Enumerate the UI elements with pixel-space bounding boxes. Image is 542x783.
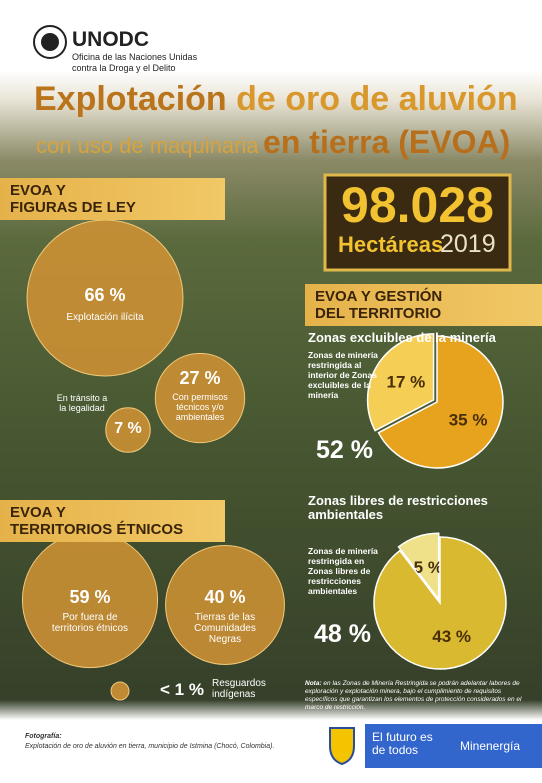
- bubble-text: Tierras de las Comunidades Negras: [194, 612, 256, 645]
- bubble-label: 66 %: [84, 285, 126, 305]
- pie-slice: [366, 333, 435, 432]
- heading: EVOA Y: [10, 504, 66, 521]
- bubble: [165, 545, 285, 665]
- pie-total: 52 %: [316, 436, 373, 464]
- pie-title: Zonas libres de restricciones ambientale…: [308, 493, 488, 522]
- heading: FIGURAS DE LEY: [10, 199, 136, 216]
- footnote-text: en las Zonas de Minería Restringida se p…: [305, 680, 522, 711]
- heading: TERRITORIOS ÉTNICOS: [10, 521, 184, 538]
- org: UNODC: [72, 28, 149, 51]
- small-bubble: [110, 681, 130, 701]
- bubble-label: 7 %: [114, 420, 142, 437]
- subtitle-part: con uso de maquinaria: [36, 133, 259, 158]
- subtitle-part: en tierra (EVOA): [263, 124, 511, 160]
- bubble-text: Con permisos técnicos y/o ambientales: [172, 392, 228, 422]
- title-part: Explotación: [34, 80, 227, 118]
- photo-caption: Explotación de oro de aluvión en tierra,…: [25, 743, 275, 750]
- heading: EVOA Y: [10, 182, 66, 199]
- colombia-shield: [329, 727, 355, 766]
- pie-slice: [377, 335, 504, 469]
- small-text: Resguardos indígenas: [212, 678, 266, 700]
- stat-unit: Hectáreas: [338, 232, 444, 257]
- org-sub: contra la Droga y el Delito: [72, 63, 176, 73]
- un-logo: [33, 25, 67, 59]
- pie-note: Zonas de minería restringida al interior…: [308, 350, 378, 400]
- title-part: de oro de aluvión: [236, 80, 518, 118]
- pie-total: 48 %: [314, 620, 371, 648]
- bubble-label: 40 %: [204, 587, 246, 607]
- org-sub: Oficina de las Naciones Unidas: [72, 52, 198, 62]
- section-banner: EVOA Y TERRITORIOS ÉTNICOS: [0, 500, 225, 542]
- section-banner: EVOA Y GESTIÓN DEL TERRITORIO: [305, 284, 542, 326]
- pie-title: Zonas excluibles de la minería: [308, 330, 496, 345]
- bubble-label: 27 %: [179, 368, 221, 388]
- stat-number: 98.028: [341, 177, 494, 233]
- bubble-text: Por fuera de territorios étnicos: [51, 612, 129, 634]
- bubble: [154, 352, 246, 444]
- slice-label: 17 %: [387, 373, 426, 392]
- bubble: [105, 407, 151, 453]
- bubble: [26, 219, 184, 377]
- bubble-label: 59 %: [69, 587, 111, 607]
- title: Explotación de oro de aluvión: [34, 80, 518, 119]
- un-logo-globe: [41, 33, 59, 51]
- small-label: < 1 %: [160, 680, 204, 699]
- slogan: El futuro es de todos: [372, 730, 433, 757]
- section-banner: EVOA Y FIGURAS DE LEY: [0, 178, 225, 220]
- footnote-label: Nota:: [305, 680, 322, 687]
- slice-label: 5 %: [414, 558, 443, 577]
- bubble-text: Explotación ilícita: [66, 312, 144, 323]
- photo-label: Fotografía:: [25, 733, 62, 740]
- ministry: Minenergía: [460, 739, 521, 753]
- heading: EVOA Y GESTIÓN: [315, 288, 443, 305]
- slice-label: 43 %: [432, 627, 471, 646]
- slice-label: 35 %: [449, 410, 488, 429]
- bubble-text: En tránsito a la legalidad: [56, 393, 108, 413]
- heading: DEL TERRITORIO: [315, 305, 442, 322]
- pie-note: Zonas de minería restringida en Zonas li…: [308, 546, 378, 596]
- footnote: Nota: en las Zonas de Minería Restringid…: [305, 680, 525, 712]
- pie-slice: [397, 532, 440, 602]
- stat-box: [323, 173, 512, 272]
- pie-slice: [373, 536, 507, 670]
- subtitle: con uso de maquinaria en tierra (EVOA): [36, 124, 510, 161]
- gov-box: [365, 724, 542, 768]
- stat-year: 2019: [440, 230, 496, 258]
